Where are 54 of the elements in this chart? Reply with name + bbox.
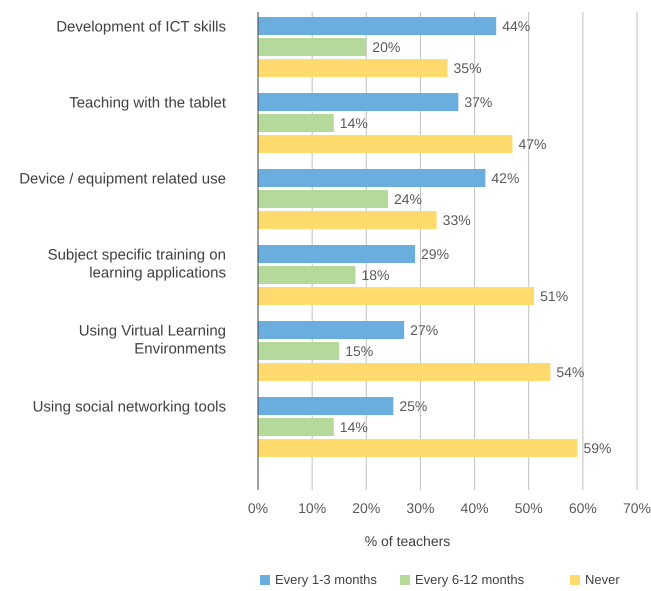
data-label: 20% [372,38,400,55]
bar [258,190,388,208]
data-label: 47% [518,136,547,152]
bar [258,287,534,305]
data-label: 25% [399,398,428,414]
y-tick-label: Development of ICT skills [56,18,226,36]
data-label: 35% [454,60,482,76]
data-label: 54% [556,364,584,380]
bar [258,342,340,360]
bar [258,114,334,132]
y-tick-label: Using Virtual Learning Environments [78,322,226,358]
data-label: 27% [410,322,438,338]
x-tick-label: 20% [352,500,380,516]
bar [258,266,356,284]
bar [258,38,366,56]
bar [258,135,512,153]
bar [258,321,404,339]
data-label: 18% [361,266,390,283]
data-label: 42% [491,170,520,186]
bar [258,418,334,436]
y-tick-label: Teaching with the tablet [69,94,227,112]
x-tick-label: 10% [298,500,326,516]
bar [258,59,448,77]
bar [258,17,496,35]
data-label: 44% [502,18,530,34]
bar [258,93,458,111]
y-tick-label: Using social networking tools [32,398,226,416]
data-label: 51% [540,288,568,304]
data-label: 59% [583,440,612,456]
y-tick-label: Device / equipment related use [19,170,226,188]
data-label: 37% [464,94,492,110]
legend-label: Never [585,572,620,587]
x-tick-label: 40% [460,500,489,516]
bar [258,397,394,415]
x-tick-label: 60% [568,500,597,516]
data-label: 15% [345,342,374,359]
x-tick-label: 0% [248,500,268,516]
bar [258,169,486,187]
data-label: 14% [340,114,368,131]
bar [258,211,437,229]
bar [258,363,550,381]
legend-label: Every 1-3 months [275,572,378,587]
data-label: 29% [421,246,450,262]
data-label: 33% [442,212,471,228]
bar [258,439,578,457]
x-tick-label: 50% [514,500,543,516]
data-label: 24% [394,190,422,207]
data-label: 14% [340,418,368,435]
x-tick-label: 70% [622,500,651,516]
x-axis-title: % of teachers [364,533,450,549]
bar [258,245,416,263]
x-tick-label: 30% [406,500,434,516]
legend-label: Every 6-12 months [415,572,525,587]
y-tick-label: Subject specific training on learning applications [48,246,226,282]
